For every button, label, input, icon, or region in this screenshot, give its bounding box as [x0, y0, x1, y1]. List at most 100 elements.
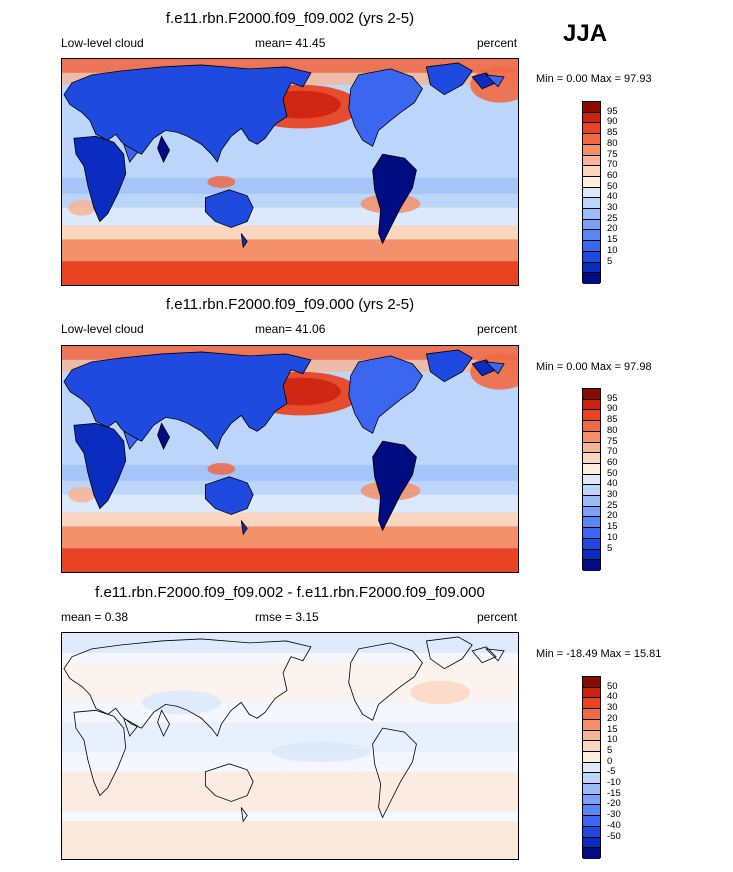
continent-outline [63, 64, 312, 163]
cloud-band [62, 526, 518, 549]
colorbar-swatch [583, 410, 600, 422]
colorbar-swatch [583, 431, 600, 443]
continent-outline [485, 648, 505, 662]
colorbar-swatch [583, 784, 600, 795]
colorbar-tick-label: -30 [607, 809, 621, 821]
colorbar-tick-label: 85 [607, 414, 618, 426]
colorbar-tick-label: 40 [607, 691, 618, 703]
map-canvas [62, 59, 518, 285]
colorbar-tick-label: -50 [607, 830, 621, 842]
panel-2-colorbar [582, 388, 601, 571]
continent-outline [485, 74, 505, 88]
panel-2-mean: mean= 41.06 [255, 322, 326, 336]
colorbar-tick-label: 20 [607, 712, 618, 724]
cloud-band [62, 494, 518, 513]
colorbar-swatch [583, 741, 600, 752]
colorbar-tick-label: -20 [607, 798, 621, 810]
colorbar-tick-label: 40 [607, 191, 618, 203]
colorbar-swatch [583, 112, 600, 124]
continent-outline [425, 636, 473, 670]
colorbar-tick-label: -5 [607, 766, 616, 778]
colorbar-tick-label: 95 [607, 392, 618, 404]
colorbar-tick-label: 10 [607, 244, 618, 256]
panel-3-minmax: Min = -18.49 Max = 15.81 [536, 648, 662, 660]
colorbar-tick-label: 15 [607, 234, 618, 246]
cloud-band [62, 464, 518, 481]
colorbar-swatch [583, 155, 600, 167]
colorbar-swatch [583, 698, 600, 710]
cloud-region [67, 199, 96, 216]
colorbar-tick-label: 75 [607, 435, 618, 447]
map-canvas [62, 346, 518, 572]
colorbar-swatch [583, 560, 600, 571]
continent-outline [240, 520, 248, 536]
colorbar-tick-label: 0 [607, 755, 613, 767]
map-canvas [62, 633, 518, 859]
colorbar-tick-label: 50 [607, 180, 618, 192]
colorbar-swatch [583, 528, 600, 539]
colorbar-swatch [583, 230, 600, 242]
continent-outline [123, 143, 139, 163]
colorbar-tick-label: 95 [607, 105, 618, 117]
colorbar-tick-label: 5 [607, 542, 613, 554]
continent-outline [204, 189, 254, 228]
colorbar-tick-label: 70 [607, 159, 618, 171]
colorbar-swatch [583, 826, 600, 838]
cloud-region [141, 690, 222, 715]
colorbar-tick-label: 10 [607, 531, 618, 543]
colorbar-swatch [583, 730, 600, 742]
panel-1-minmax: Min = 0.00 Max = 97.93 [536, 73, 652, 85]
colorbar-swatch [583, 251, 600, 263]
panel-1-title: f.e11.rbn.F2000.f09_f09.002 (yrs 2-5) [165, 10, 415, 27]
colorbar-tick-label: 30 [607, 489, 618, 501]
panel-2-map [61, 345, 519, 573]
panel-3-title: f.e11.rbn.F2000.f09_f09.002 - f.e11.rbn.… [95, 584, 485, 601]
cloud-region [67, 486, 96, 503]
season-label: JJA [563, 20, 608, 47]
cloud-region [271, 742, 371, 762]
colorbar-tick-label: 25 [607, 212, 618, 224]
colorbar-tick-label: 60 [607, 456, 618, 468]
colorbar-tick-label: 30 [607, 702, 618, 714]
continent-outline [372, 727, 417, 819]
colorbar-tick-label: 70 [607, 446, 618, 458]
colorbar-tick-label: 10 [607, 734, 618, 746]
panel-1-field-label: Low-level cloud [61, 36, 144, 50]
colorbar-swatch [583, 496, 600, 507]
continent-outline [348, 355, 423, 434]
colorbar-tick-label: -15 [607, 787, 621, 799]
continent-outline [123, 717, 139, 737]
continent-outline [157, 709, 170, 738]
colorbar-tick-label: 25 [607, 499, 618, 511]
cloud-band [62, 261, 518, 285]
cloud-band [62, 633, 518, 653]
continent-outline [157, 135, 170, 164]
panel-3-mean: mean = 0.38 [61, 610, 129, 624]
panel-1-units: percent [477, 36, 518, 50]
cloud-region [410, 680, 471, 705]
colorbar-tick-label: 50 [607, 467, 618, 479]
colorbar-swatch [583, 517, 600, 529]
colorbar-swatch [583, 816, 600, 827]
cloud-region [207, 175, 236, 188]
colorbar-swatch [583, 719, 600, 731]
colorbar-swatch [583, 219, 600, 231]
colorbar-tick-label: 5 [607, 255, 613, 267]
continent-outline [485, 361, 505, 375]
continent-outline [157, 422, 170, 451]
panel-3-units: percent [477, 610, 518, 624]
colorbar-swatch [583, 687, 600, 699]
colorbar-swatch [583, 805, 600, 817]
continent-outline [73, 709, 127, 797]
continent-outline [348, 68, 423, 147]
panel-3-colorbar [582, 676, 601, 859]
colorbar-swatch [583, 102, 600, 113]
colorbar-tick-label: 5 [607, 744, 613, 756]
panel-1-colorbar [582, 101, 601, 284]
colorbar-swatch [583, 453, 600, 464]
colorbar-tick-label: 85 [607, 127, 618, 139]
continent-outline [73, 135, 127, 223]
colorbar-swatch [583, 677, 600, 688]
colorbar-tick-label: 90 [607, 116, 618, 128]
panel-2-minmax: Min = 0.00 Max = 97.98 [536, 361, 652, 373]
